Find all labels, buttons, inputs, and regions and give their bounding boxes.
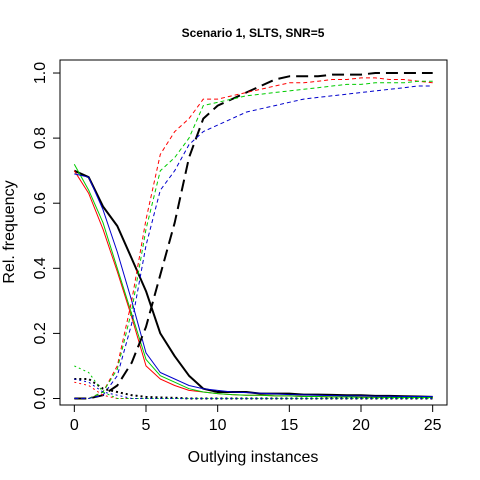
y-tick-label-4: 0.8 (32, 127, 49, 149)
series-line-dashed-7 (74, 85, 433, 399)
series-line-dashed-long-4 (74, 72, 433, 400)
series-line-solid-0 (73, 169, 433, 398)
x-tick-label-1: 5 (142, 417, 151, 434)
series-line-solid-1 (73, 170, 433, 398)
y-tick-label-3: 0.6 (32, 192, 49, 214)
series-line-solid-2 (73, 163, 433, 398)
x-axis-label: Outlying instances (188, 449, 319, 466)
plot-frame (59, 59, 448, 406)
chart-title: Scenario 1, SLTS, SNR=5 (182, 26, 325, 40)
x-tick-label-2: 10 (209, 417, 227, 434)
y-axis-label: Rel. frequency (1, 180, 18, 283)
series-line-solid-3 (74, 173, 433, 397)
x-tick-label-0: 0 (70, 417, 79, 434)
series-layer (73, 72, 433, 400)
series-line-dotted-10 (74, 365, 433, 399)
x-tick-label-5: 25 (424, 417, 442, 434)
y-tick-label-2: 0.4 (32, 257, 49, 279)
y-tick-label-0: 0.0 (32, 387, 49, 409)
x-axis: 0 5 10 15 20 25 (70, 404, 442, 434)
series-line-dashed-5 (74, 77, 433, 399)
y-tick-label-1: 0.2 (32, 322, 49, 344)
series-line-dashed-6 (74, 80, 433, 399)
x-tick-label-4: 20 (352, 417, 370, 434)
y-axis: 0.0 0.2 0.4 0.6 0.8 1.0 (32, 62, 61, 410)
x-tick-label-3: 15 (280, 417, 298, 434)
y-tick-label-5: 1.0 (32, 62, 49, 84)
